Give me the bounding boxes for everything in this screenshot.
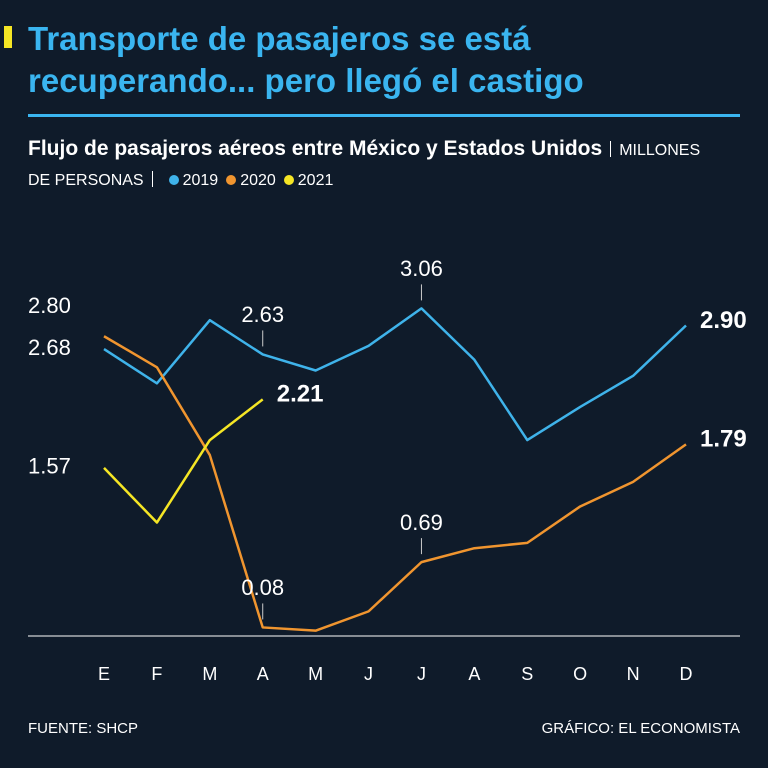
credit: GRÁFICO: EL ECONOMISTA (541, 720, 740, 737)
x-tick-label: M (202, 664, 217, 684)
x-tick-label: E (98, 664, 110, 684)
line-series (103, 398, 264, 524)
end-label: 2.21 (277, 381, 324, 408)
x-tick-label: N (627, 664, 640, 684)
separator (151, 171, 153, 187)
x-tick-label: O (573, 664, 587, 684)
x-tick-label: M (308, 664, 323, 684)
end-label: 1.79 (700, 426, 747, 453)
unit: MILLONES DE PERSONAS (28, 142, 701, 189)
x-tick-label: J (364, 664, 373, 684)
line-series (103, 307, 687, 442)
title-rule (28, 114, 740, 117)
x-tick-label: S (521, 664, 533, 684)
legend: 2019 2020 2021 (161, 172, 334, 189)
line-series (103, 335, 687, 632)
subtitle-block: Flujo de pasajeros aéreos entre México y… (28, 134, 708, 196)
value-label: 2.80 (28, 293, 71, 318)
title-line: recuperando... pero llegó el castigo (28, 62, 584, 99)
end-label: 2.90 (700, 307, 747, 334)
legend-dot (283, 175, 294, 185)
legend-label: 2021 (297, 172, 334, 189)
value-label: 2.68 (28, 335, 71, 360)
source: FUENTE: SHCP (28, 720, 139, 737)
value-label: 0.69 (400, 510, 443, 535)
legend-label: 2019 (182, 172, 219, 189)
value-label: 1.57 (28, 454, 71, 479)
x-tick-label: A (257, 664, 269, 684)
separator (610, 141, 612, 157)
legend-dot (226, 175, 237, 185)
title: Transporte de pasajeros se está recupera… (28, 18, 584, 102)
title-line: Transporte de pasajeros se está (28, 20, 531, 57)
x-tick-label: F (151, 664, 162, 684)
accent-bar (4, 26, 12, 48)
subtitle: Flujo de pasajeros aéreos entre México y… (28, 137, 603, 160)
legend-dot (168, 175, 179, 185)
x-tick-label: A (468, 664, 480, 684)
value-label: 2.63 (241, 302, 284, 327)
legend-label: 2020 (240, 172, 276, 189)
value-label: 0.08 (241, 575, 284, 600)
x-tick-label: D (680, 664, 693, 684)
x-tick-label: J (417, 664, 426, 684)
value-label: 3.06 (400, 256, 443, 281)
